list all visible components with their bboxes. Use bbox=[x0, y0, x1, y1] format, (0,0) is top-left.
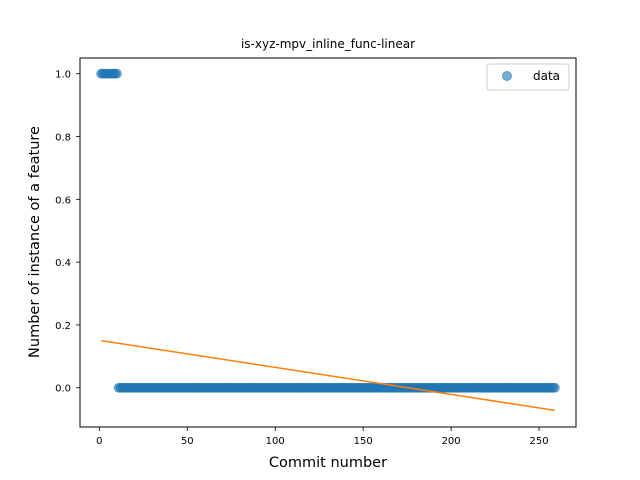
y-tick-label: 0.8 bbox=[55, 133, 71, 144]
y-tick-label: 1.0 bbox=[55, 70, 71, 81]
x-tick-label: 50 bbox=[181, 436, 194, 447]
y-tick-label: 0.4 bbox=[55, 258, 71, 269]
x-tick-label: 250 bbox=[530, 436, 549, 447]
y-tick-label: 0.2 bbox=[55, 321, 71, 332]
y-axis-label: Number of instance of a feature bbox=[27, 126, 43, 358]
x-tick-label: 200 bbox=[442, 436, 461, 447]
axes-frame bbox=[79, 57, 577, 428]
legend-marker bbox=[502, 71, 512, 81]
x-tick-label: 0 bbox=[96, 436, 102, 447]
x-axis-label: Commit number bbox=[269, 455, 387, 471]
plot-area: 0 50 100 150 200 250 0.0 0.2 0.4 0.6 0.8 1.0 bbox=[55, 57, 577, 447]
legend-box bbox=[486, 63, 570, 91]
x-tick-label: 150 bbox=[354, 436, 373, 447]
y-tick-label: 0.6 bbox=[55, 195, 71, 206]
data-point bbox=[549, 382, 560, 393]
data-point bbox=[112, 68, 122, 79]
x-tick-label: 100 bbox=[266, 436, 285, 447]
legend-entry-data: data bbox=[533, 69, 560, 83]
y-tick-label: 0.0 bbox=[55, 384, 71, 395]
legend: data bbox=[486, 63, 570, 91]
trend-line bbox=[100, 339, 556, 412]
chart-title: is-xyz-mpv_inline_func-linear bbox=[241, 37, 415, 51]
